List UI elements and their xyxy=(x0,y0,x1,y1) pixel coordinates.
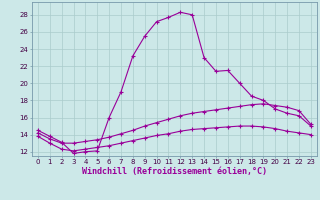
X-axis label: Windchill (Refroidissement éolien,°C): Windchill (Refroidissement éolien,°C) xyxy=(82,167,267,176)
